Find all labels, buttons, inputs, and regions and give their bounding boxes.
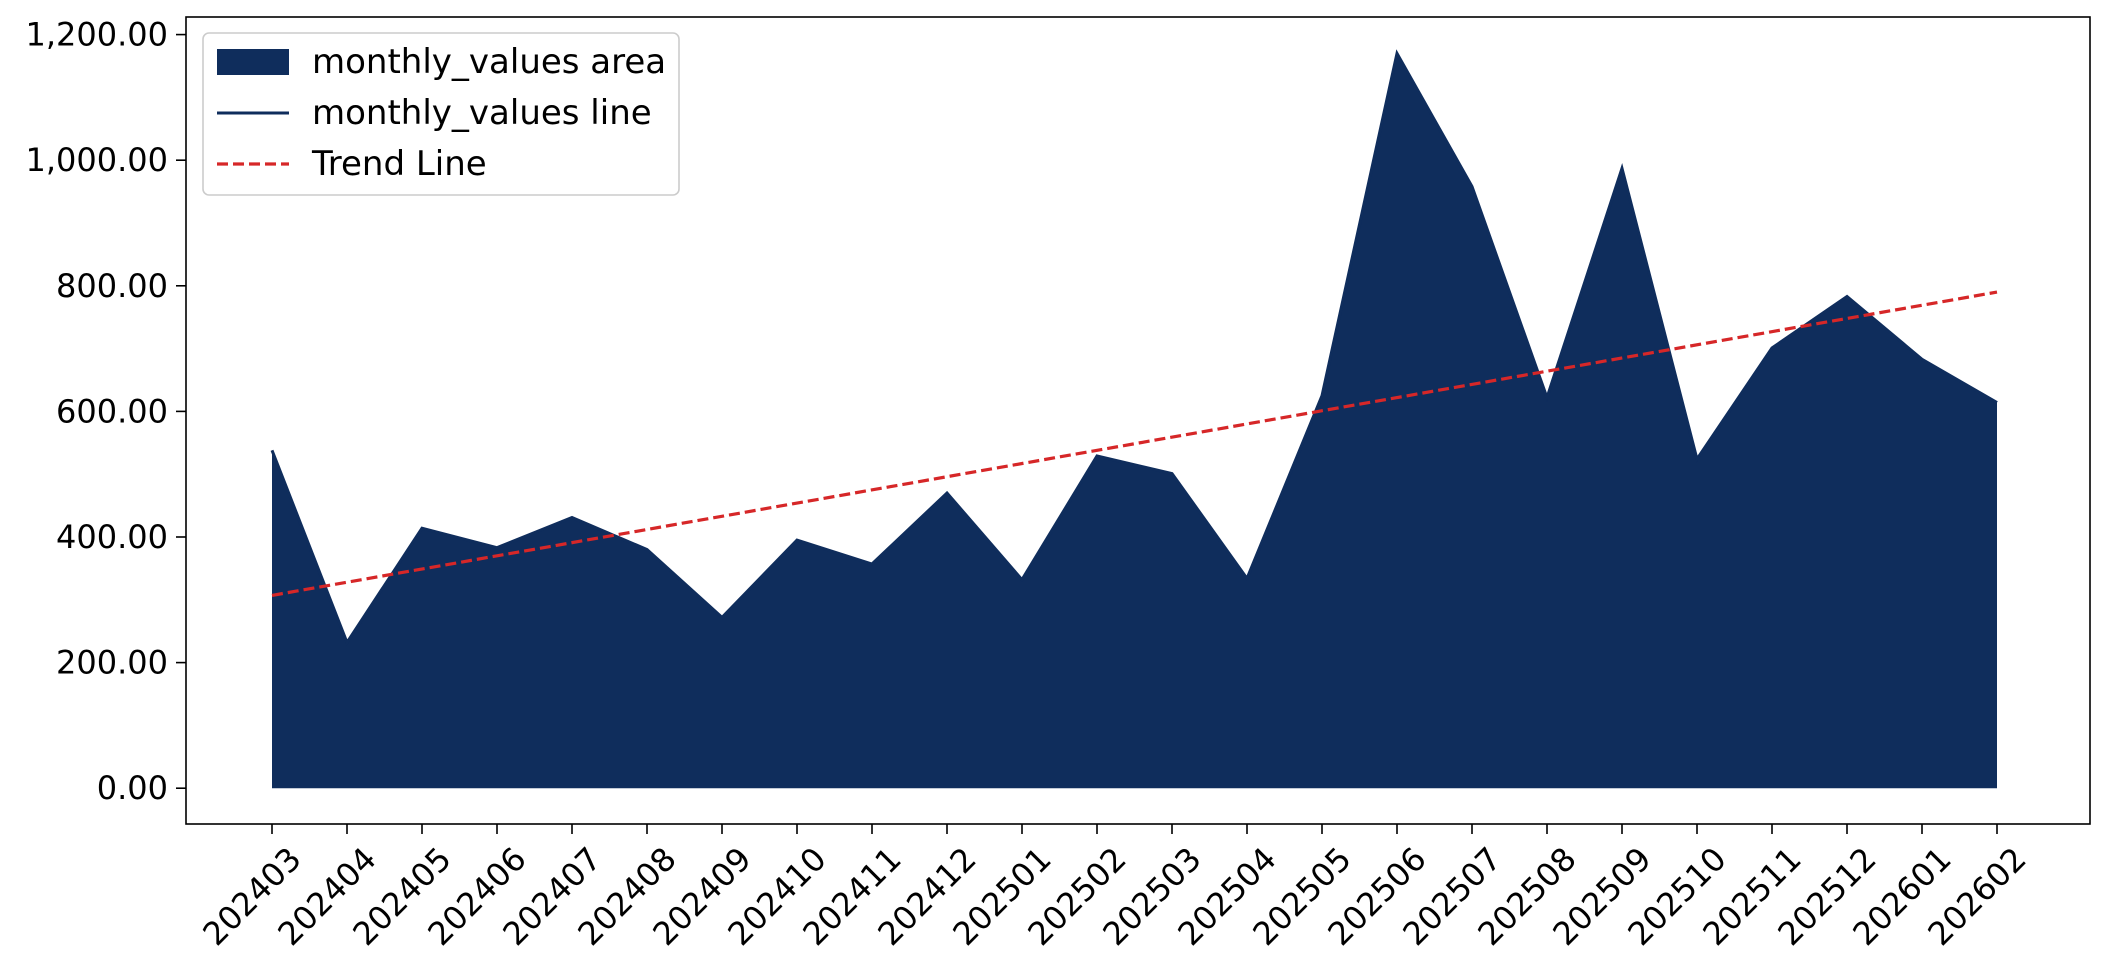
plot-layer	[270, 49, 1998, 789]
trend-line	[271, 290, 1998, 597]
y-tick-label: 800.00	[56, 267, 168, 305]
legend-box	[202, 32, 680, 196]
y-axis: 0.00 200.00 400.00 600.00 800.00 1,000.00 1,20…	[26, 16, 186, 807]
legend-label: Trend Line	[311, 144, 487, 184]
legend: monthly_values area monthly_values line Tr…	[202, 32, 680, 196]
y-tick-label: 0.00	[97, 769, 168, 807]
legend-label: monthly_values area	[312, 42, 666, 82]
legend-label: monthly_values line	[312, 93, 652, 133]
x-axis: 2024032024042024052024062024072024082024…	[195, 824, 2034, 953]
y-tick-label: 1,200.00	[26, 16, 169, 54]
y-tick-label: 600.00	[56, 392, 168, 430]
y-tick-label: 400.00	[56, 518, 168, 556]
legend-swatch-area	[217, 49, 289, 75]
series-line	[270, 49, 1998, 646]
legend-item: Trend Line	[217, 144, 487, 184]
legend-items: monthly_values area monthly_values line Tr…	[217, 42, 666, 184]
plot-frame	[185, 16, 2091, 825]
area-fill	[272, 53, 1997, 789]
legend-item: monthly_values area	[217, 42, 666, 82]
y-tick-label: 1,000.00	[26, 141, 169, 179]
legend-item: monthly_values line	[217, 93, 652, 133]
y-tick-label: 200.00	[56, 644, 168, 682]
